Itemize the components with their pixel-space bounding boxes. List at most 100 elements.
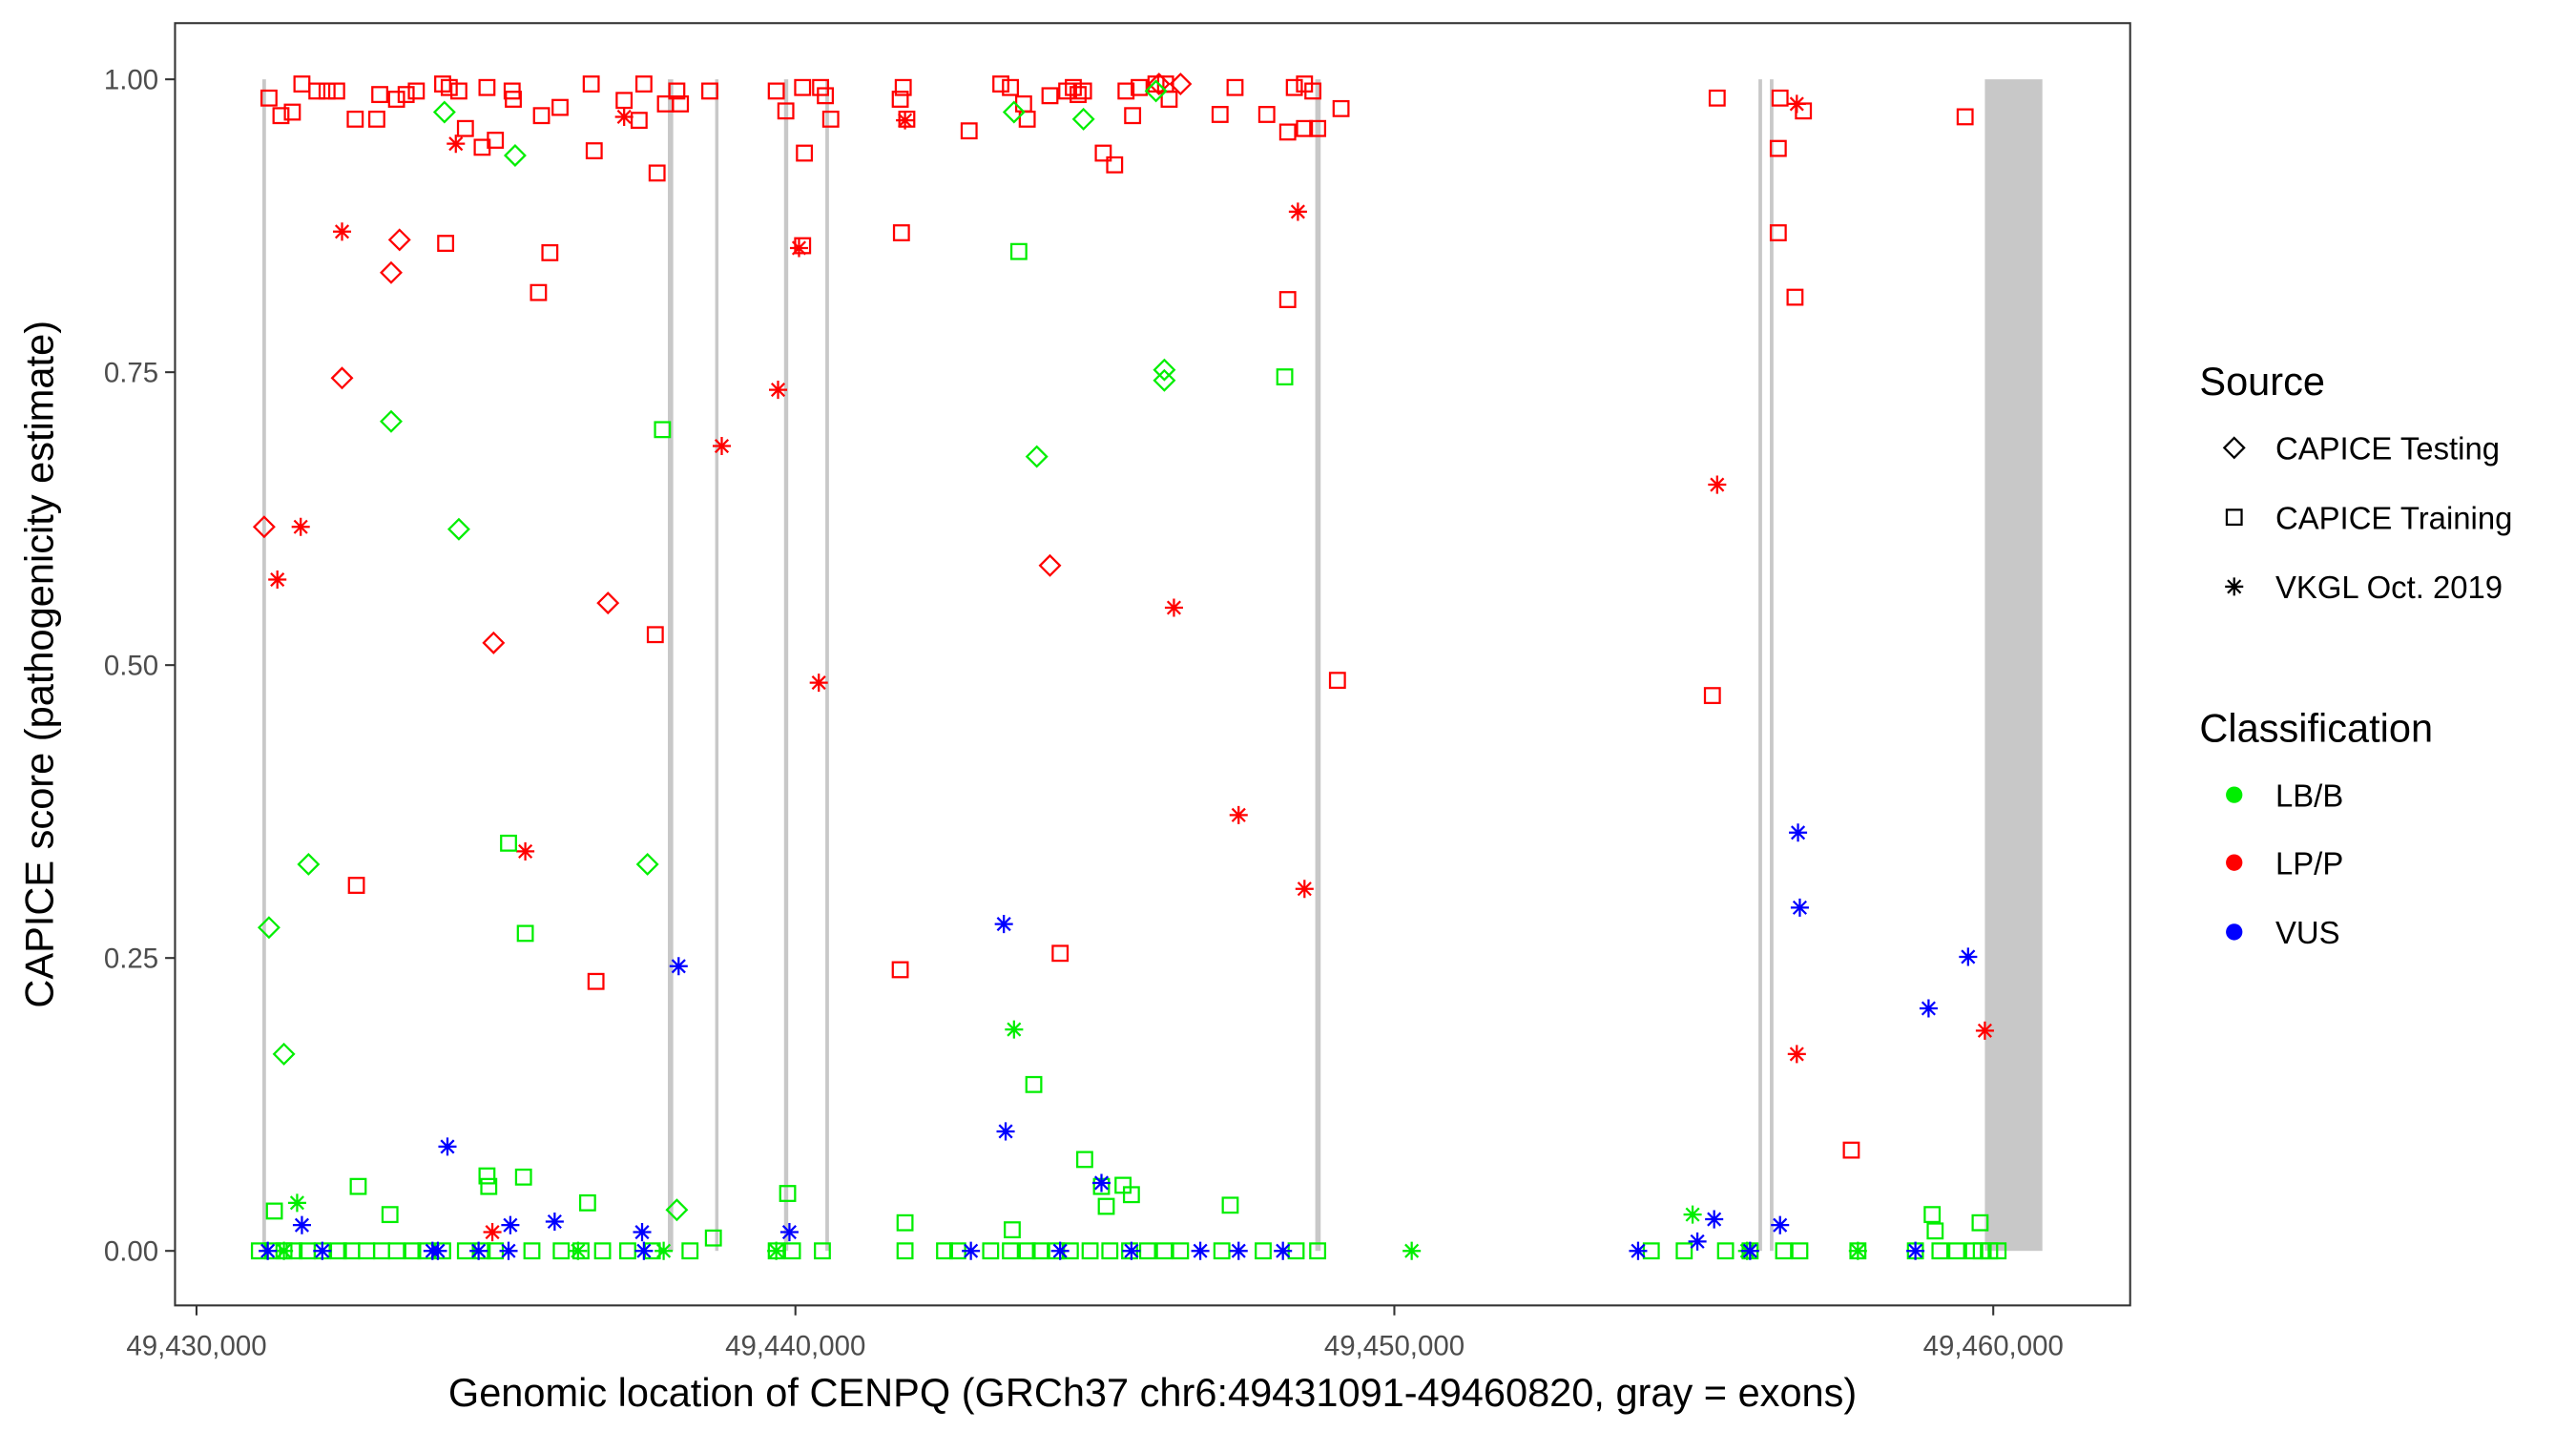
data-point	[1675, 1242, 1693, 1260]
data-point	[1070, 86, 1087, 104]
data-point	[387, 1242, 405, 1260]
data-point	[796, 144, 814, 162]
data-point	[407, 82, 426, 100]
data-point	[814, 1242, 831, 1260]
data-point	[1025, 445, 1049, 468]
data-point	[654, 1241, 674, 1260]
exon-band	[262, 79, 266, 1252]
data-point	[896, 1213, 914, 1232]
data-point	[1975, 1021, 1994, 1040]
data-point	[291, 517, 310, 536]
data-point	[552, 1242, 571, 1260]
data-point	[582, 75, 600, 93]
data-point	[272, 1042, 296, 1066]
data-point	[404, 1242, 422, 1260]
data-point	[1926, 1222, 1944, 1240]
data-point	[1332, 99, 1350, 117]
data-point	[260, 89, 278, 107]
data-point	[767, 82, 785, 100]
y-tick-label: 0.50	[104, 651, 158, 682]
data-point	[1081, 1242, 1099, 1260]
data-point	[438, 1137, 457, 1156]
data-point	[1274, 1241, 1293, 1260]
data-point	[349, 1177, 367, 1195]
exon-band	[1770, 79, 1774, 1252]
data-point	[1169, 73, 1193, 96]
data-point	[1971, 1213, 1989, 1232]
data-point	[779, 1223, 799, 1242]
exon-band	[783, 79, 789, 1252]
data-point	[1771, 1215, 1790, 1234]
data-point	[1002, 100, 1026, 124]
exon-band	[1984, 79, 2043, 1252]
data-point	[532, 107, 551, 125]
data-point	[297, 852, 321, 876]
data-point	[1688, 1232, 1707, 1251]
data-point	[1716, 1242, 1735, 1260]
legend-label-lbb: LB/B	[2275, 778, 2343, 813]
data-point	[523, 1242, 541, 1260]
legend-key-diamond-icon	[2222, 436, 2246, 460]
data-point	[1790, 898, 1809, 917]
data-point	[1288, 202, 1307, 221]
data-point	[480, 1177, 498, 1195]
data-point	[1769, 139, 1787, 157]
data-point	[347, 877, 365, 894]
data-point	[809, 674, 828, 693]
exon-band	[668, 79, 674, 1252]
data-point	[551, 98, 569, 116]
legend: Source CAPICE Testing CAPICE Training VK…	[2199, 359, 2512, 950]
data-point	[1769, 224, 1787, 241]
data-point	[821, 110, 840, 128]
data-point	[1155, 1242, 1174, 1260]
data-point	[437, 235, 455, 252]
data-point	[327, 82, 345, 100]
data-point	[1959, 947, 1978, 966]
data-point	[896, 111, 915, 130]
plot-panel	[174, 22, 2131, 1307]
data-point	[308, 82, 326, 100]
data-point	[1221, 1196, 1239, 1214]
data-point	[1775, 1242, 1793, 1260]
data-point	[1005, 1020, 1024, 1039]
data-point	[1038, 553, 1062, 577]
data-point	[578, 1193, 596, 1212]
data-point	[545, 1212, 564, 1232]
data-point	[1789, 823, 1808, 842]
data-point	[330, 366, 354, 390]
data-point	[387, 228, 411, 252]
data-point	[380, 260, 403, 284]
data-point	[962, 1241, 981, 1260]
data-point	[313, 1241, 332, 1260]
data-point	[1117, 82, 1135, 100]
x-tick-label: 49,460,000	[1923, 1330, 2064, 1361]
data-point	[440, 78, 458, 96]
data-point	[1285, 78, 1303, 96]
data-point	[1931, 1242, 1949, 1260]
data-point	[1296, 119, 1314, 137]
data-point	[1041, 87, 1059, 105]
data-point	[287, 1193, 306, 1213]
data-point	[1309, 1242, 1327, 1260]
legend-label-vus: VUS	[2275, 915, 2340, 950]
data-point	[1708, 475, 1727, 494]
data-point	[1705, 1210, 1724, 1229]
data-point	[530, 283, 548, 301]
data-point	[1842, 1141, 1860, 1159]
data-point	[1791, 1242, 1809, 1260]
data-point	[275, 1241, 294, 1260]
data-point	[447, 135, 466, 154]
data-point	[668, 82, 686, 100]
legend-key-dot-icon	[2226, 854, 2243, 871]
data-point	[779, 1185, 797, 1202]
data-point	[1956, 108, 1974, 126]
data-point	[898, 110, 916, 128]
data-point	[1771, 89, 1789, 107]
data-point	[469, 1241, 488, 1260]
data-point	[1051, 944, 1070, 963]
data-point	[501, 1215, 520, 1234]
data-point	[994, 915, 1013, 934]
data-point	[368, 110, 385, 128]
data-point	[346, 110, 364, 128]
y-axis-title: CAPICE score (pathogenicity estimate)	[16, 321, 61, 1008]
